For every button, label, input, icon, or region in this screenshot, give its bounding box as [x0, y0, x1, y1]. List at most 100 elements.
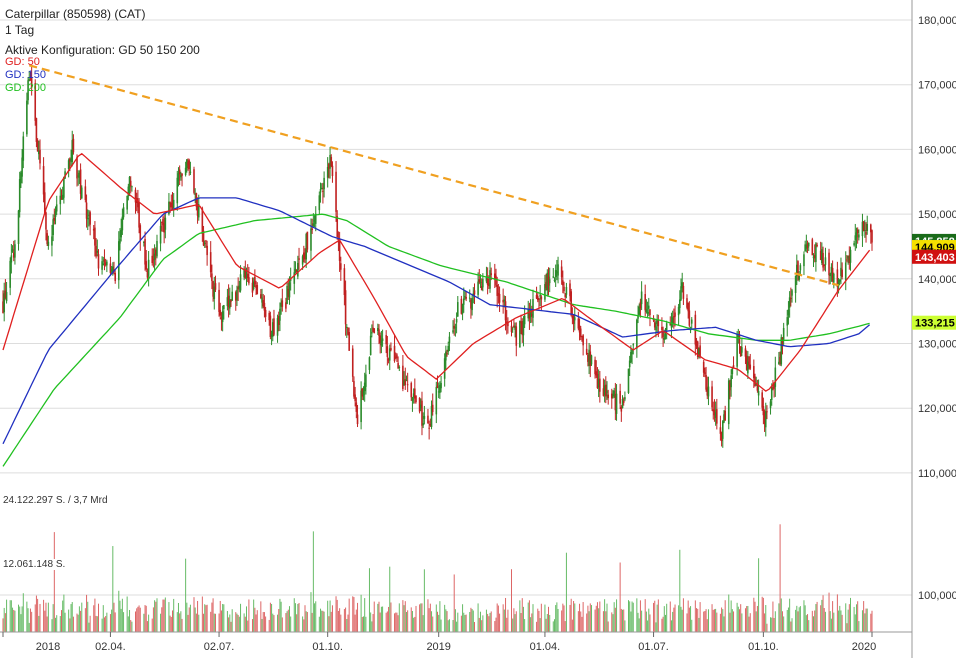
candle-body: [209, 252, 212, 273]
candle-body: [147, 259, 150, 276]
candle-body: [86, 218, 89, 220]
candle-body: [320, 187, 323, 190]
candle-body: [485, 276, 488, 282]
candle-body: [707, 386, 710, 397]
candle-body: [172, 199, 175, 209]
candle-body: [396, 354, 398, 359]
candle-body: [756, 385, 759, 391]
candle-body: [468, 297, 471, 299]
candle-body: [511, 328, 514, 330]
candle-body: [428, 427, 430, 429]
candle-body: [45, 212, 47, 230]
candle-body: [447, 345, 450, 352]
candle-body: [97, 254, 100, 269]
candle-body: [76, 157, 78, 179]
candle-body: [205, 240, 207, 242]
candle-body: [335, 171, 337, 212]
candle-body: [562, 280, 564, 286]
legend-ma50: GD: 50: [5, 56, 40, 68]
candle-body: [748, 356, 750, 366]
candle-body: [704, 372, 706, 375]
candle-body: [657, 320, 660, 327]
candle-body: [128, 176, 131, 188]
candle-body: [188, 160, 191, 170]
candle-body: [326, 167, 329, 178]
candle-body: [276, 318, 279, 336]
candle-body: [645, 309, 648, 313]
candle-body: [621, 399, 624, 409]
candle-body: [373, 328, 376, 334]
candle-body: [594, 359, 596, 375]
candle-body: [84, 186, 87, 200]
candle-body: [388, 348, 391, 361]
candle-body: [27, 80, 29, 101]
candle-body: [811, 239, 814, 256]
candle-body: [698, 348, 700, 355]
candle-body: [256, 285, 259, 295]
candle-body: [378, 329, 380, 336]
candle-body: [749, 364, 752, 369]
candle-body: [690, 319, 693, 324]
candle-body: [646, 311, 649, 314]
candle-body: [67, 160, 70, 170]
candle-body: [577, 318, 580, 329]
candle-body: [356, 414, 359, 425]
candle-body: [436, 385, 439, 389]
candle-body: [795, 264, 798, 277]
y-tick-label: 150,000: [918, 209, 956, 221]
candle-body: [778, 361, 780, 364]
y-tick-label: 160,000: [918, 144, 956, 156]
candle-body: [268, 312, 270, 321]
price-badge: 133,215: [912, 315, 956, 330]
x-tick-label: 01.07.: [638, 641, 669, 653]
candle-body: [251, 282, 254, 293]
x-tick-label: 2019: [426, 641, 450, 653]
candle-body: [844, 262, 847, 281]
candle-body: [353, 381, 355, 397]
candle-body: [305, 234, 307, 260]
candle-body: [547, 276, 550, 286]
candle-body: [546, 272, 549, 291]
candle-body: [787, 309, 790, 316]
candle-body: [164, 217, 167, 230]
candle-body: [187, 162, 189, 165]
candle-body: [47, 241, 50, 246]
candle-body: [828, 252, 830, 276]
candle-body: [477, 281, 479, 295]
candle-body: [126, 195, 128, 210]
trendline[interactable]: [28, 64, 839, 287]
candle-body: [831, 267, 834, 281]
candle-body: [453, 325, 456, 329]
candle-body: [821, 249, 823, 264]
candle-body: [221, 311, 224, 323]
candle-body: [805, 244, 808, 249]
candle-body: [596, 373, 599, 388]
candle-body: [51, 236, 53, 246]
candle-body: [269, 315, 272, 337]
candle-body: [794, 275, 797, 293]
candle-body: [71, 140, 74, 162]
candle-body: [9, 260, 11, 288]
candle-body: [455, 319, 458, 323]
candle-body: [853, 243, 855, 246]
candle-body: [260, 294, 262, 299]
candle-body: [571, 316, 574, 319]
candle-body: [88, 214, 90, 217]
candle-body: [720, 432, 723, 442]
candle-body: [798, 274, 800, 280]
candle-body: [664, 334, 667, 339]
candle-body: [304, 255, 306, 257]
candle-body: [536, 296, 539, 301]
candle-body: [110, 269, 113, 272]
candle-body: [615, 393, 618, 414]
candle-body: [279, 308, 281, 321]
candle-body: [741, 347, 743, 353]
candle-body: [96, 250, 99, 253]
candle-body: [336, 216, 339, 237]
candle-body: [605, 384, 607, 397]
candle-body: [22, 136, 25, 161]
candle-body: [514, 325, 516, 330]
candle-body: [368, 357, 371, 370]
candle-body: [189, 171, 192, 173]
candle-body: [10, 255, 13, 263]
